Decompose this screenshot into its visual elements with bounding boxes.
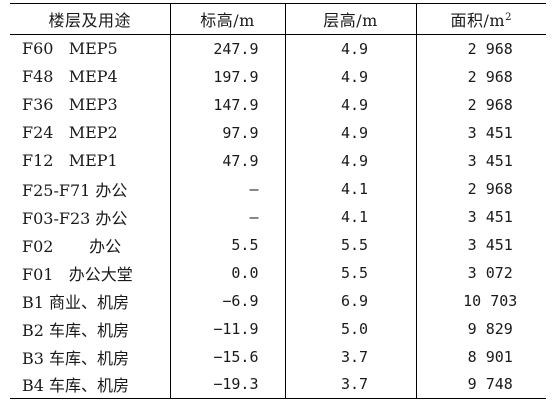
cell-area: 2 968	[415, 34, 546, 63]
table-row: F02 办公 5.5 5.5 3 451	[10, 230, 546, 259]
floor-data-table: 楼层及用途 标高/m 层高/m 面积/m2 F60 MEP5 247.9 4.9 2 …	[10, 3, 546, 399]
cell-floor-use: B4 车库、机房	[10, 370, 170, 399]
table-row: F01 办公大堂 0.0 5.5 3 072	[10, 258, 546, 287]
cell-story-height: 4.9	[284, 62, 416, 91]
header-elevation: 标高/m	[169, 3, 285, 35]
cell-floor-use: F60 MEP5	[22, 39, 118, 59]
cell-story-height: 4.1	[284, 174, 416, 203]
cell-elevation: 0.0	[169, 258, 285, 287]
cell-area: 8 901	[415, 342, 546, 371]
cell-elevation: −11.9	[169, 314, 285, 343]
table-row: F12 MEP1 47.9 4.9 3 451	[10, 146, 546, 175]
table-row: B2 车库、机房 −11.9 5.0 9 829	[10, 314, 546, 343]
cell-area: 10 703	[415, 286, 546, 315]
cell-story-height: 3.7	[284, 342, 416, 371]
cell-story-height: 4.9	[284, 34, 416, 63]
cell-area: 3 451	[415, 118, 546, 147]
cell-floor-use: F48 MEP4	[22, 67, 118, 86]
cell-elevation: 247.9	[169, 34, 285, 63]
table-row: B3 车库、机房 −15.6 3.7 8 901	[10, 342, 546, 371]
table-row: F36 MEP3 147.9 4.9 2 968	[10, 90, 546, 119]
cell-story-height: 3.7	[284, 370, 416, 399]
cell-area: 2 968	[415, 174, 546, 203]
cell-floor-use: B3 车库、机房	[22, 348, 130, 368]
cell-floor-use: F01 办公大堂	[22, 264, 133, 284]
cell-floor-use: F24 MEP2	[22, 123, 118, 142]
cell-elevation: 97.9	[169, 118, 285, 147]
cell-elevation: −19.3	[169, 370, 285, 399]
cell-story-height: 5.5	[284, 258, 416, 287]
cell-area: 9 748	[415, 370, 546, 399]
cell-elevation: —	[169, 202, 285, 231]
cell-elevation: −15.6	[169, 342, 285, 371]
table-row: B4 车库、机房 −19.3 3.7 9 748	[10, 370, 546, 399]
table-header: 楼层及用途 标高/m 层高/m 面积/m2	[10, 3, 546, 35]
cell-elevation: 147.9	[169, 90, 285, 119]
cell-floor-use: F12 MEP1	[22, 151, 118, 170]
cell-floor-use: F03-F23 办公	[22, 208, 128, 228]
table-row: B1 商业、机房 −6.9 6.9 10 703	[10, 286, 546, 315]
cell-area: 3 451	[415, 230, 546, 259]
header-floor-use: 楼层及用途	[10, 3, 170, 35]
header-area-label: 面积/m	[450, 11, 506, 30]
cell-story-height: 4.9	[284, 118, 416, 147]
cell-story-height: 4.9	[284, 146, 416, 175]
cell-area: 9 829	[415, 314, 546, 343]
header-story-height: 层高/m	[284, 3, 416, 35]
cell-elevation: −6.9	[169, 286, 285, 315]
header-area-exponent: 2	[505, 12, 512, 23]
cell-story-height: 6.9	[284, 286, 416, 315]
cell-area: 3 072	[415, 258, 546, 287]
table-row: F48 MEP4 197.9 4.9 2 968	[10, 62, 546, 91]
cell-elevation: 197.9	[169, 62, 285, 91]
cell-floor-use: B1 商业、机房	[22, 292, 130, 312]
cell-elevation: 47.9	[169, 146, 285, 175]
cell-area: 2 968	[415, 90, 546, 119]
cell-story-height: 4.1	[284, 202, 416, 231]
cell-area: 2 968	[415, 62, 546, 91]
table-row: F24 MEP2 97.9 4.9 3 451	[10, 118, 546, 147]
cell-elevation: —	[169, 174, 285, 203]
cell-story-height: 5.0	[284, 314, 416, 343]
cell-floor-use: F36 MEP3	[22, 95, 118, 114]
table-row: F25-F71 办公 —4.1 2 968	[10, 174, 546, 203]
cell-area: 3 451	[415, 202, 546, 231]
cell-area: 3 451	[415, 146, 546, 175]
cell-story-height: 5.5	[284, 230, 416, 259]
cell-floor-use: F02 办公	[22, 236, 122, 256]
table-body: F60 MEP5 247.9 4.9 2 968 F48 MEP4 197.9 4.9 2 9…	[10, 34, 546, 399]
table-row: F03-F23 办公 —4.1 3 451	[10, 202, 546, 231]
table-row: F60 MEP5 247.9 4.9 2 968	[10, 34, 546, 63]
header-area: 面积/m2	[415, 3, 546, 35]
cell-story-height: 4.9	[284, 90, 416, 119]
header-row: 楼层及用途 标高/m 层高/m 面积/m2	[10, 3, 546, 35]
cell-floor-use: B2 车库、机房	[22, 320, 130, 340]
cell-elevation: 5.5	[169, 230, 285, 259]
cell-floor-use: F25-F71 办公	[22, 180, 128, 200]
